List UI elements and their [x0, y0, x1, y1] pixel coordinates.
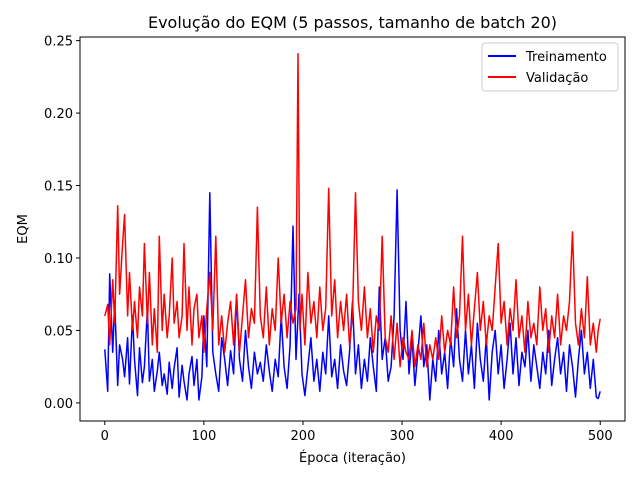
legend-label: Treinamento: [525, 50, 607, 65]
x-tick-label: 0: [101, 429, 109, 444]
y-axis-label: EQM: [16, 214, 31, 244]
x-tick-label: 300: [390, 429, 415, 444]
y-tick-label: 0.10: [44, 252, 73, 267]
plot-area: [104, 52, 601, 401]
x-tick-label: 200: [291, 429, 316, 444]
series-line-validacao: [104, 52, 601, 368]
y-tick-label: 0.15: [44, 180, 73, 195]
legend: Treinamento Validação: [481, 42, 619, 92]
x-tick-label: 100: [191, 429, 216, 444]
axis-ticks: 0 100 200 300 400 500 0.00 0.05 0.10 0.15 0.20 0.25: [44, 35, 613, 444]
y-tick-label: 0.25: [44, 35, 73, 50]
series-line-treinamento: [104, 189, 601, 401]
x-tick-label: 500: [588, 429, 613, 444]
y-tick-label: 0.00: [44, 397, 73, 412]
y-tick-label: 0.05: [44, 324, 73, 339]
y-tick-label: 0.20: [44, 107, 73, 122]
legend-label: Validação: [526, 71, 588, 86]
plot-frame: [79, 36, 626, 422]
chart-title: Evolução do EQM (5 passos, tamanho de ba…: [148, 13, 557, 32]
x-axis-label: Época (iteração): [299, 450, 406, 466]
x-tick-label: 400: [489, 429, 514, 444]
